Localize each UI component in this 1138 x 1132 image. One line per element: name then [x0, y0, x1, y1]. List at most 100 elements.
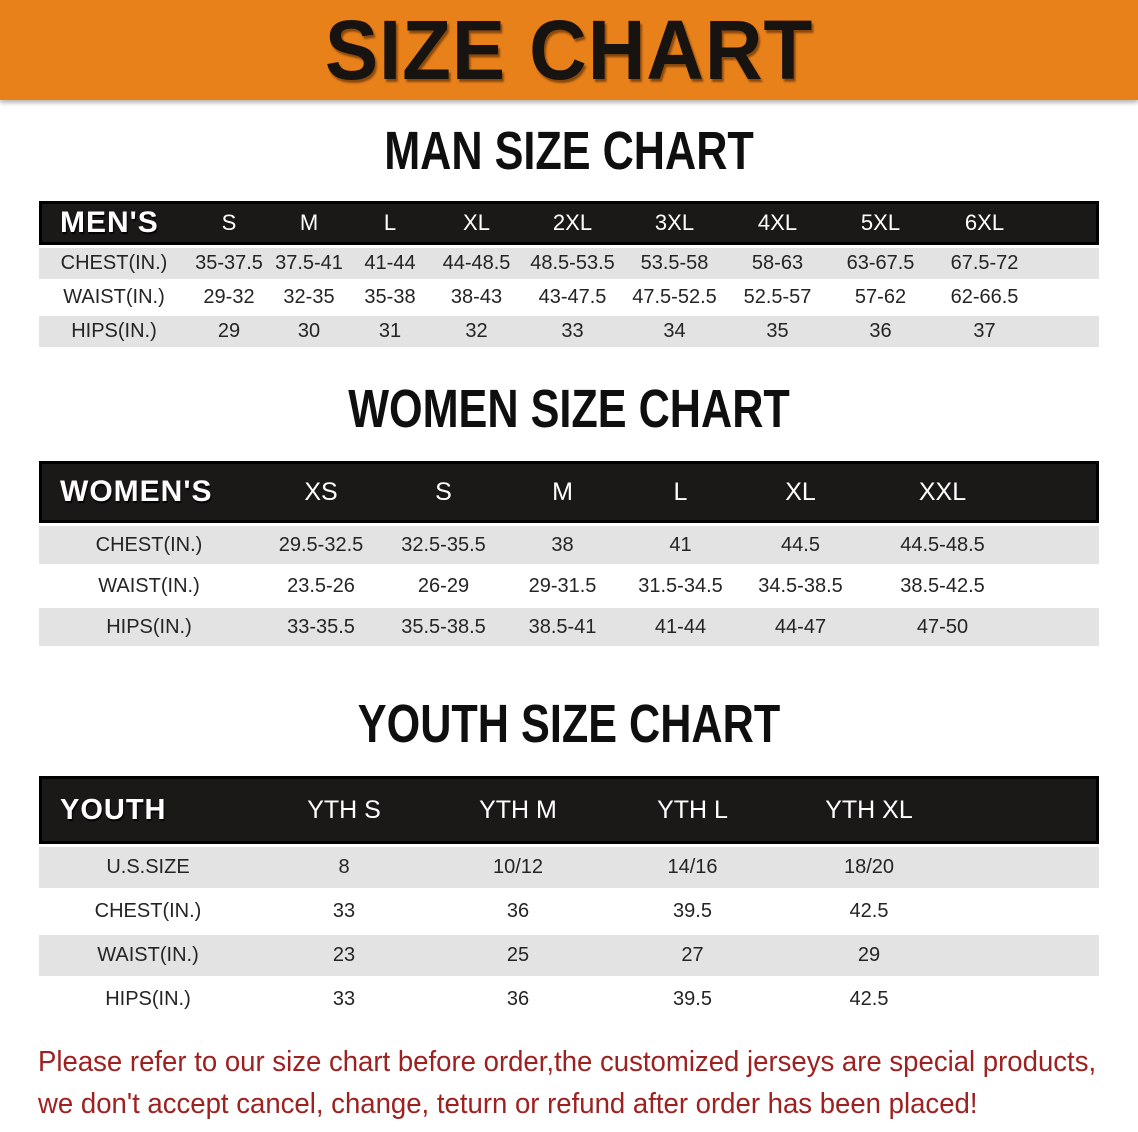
cell: 44.5-48.5	[861, 526, 1024, 564]
cell: 36	[431, 891, 605, 932]
row-spacer	[958, 935, 1099, 976]
row-spacer	[1024, 526, 1099, 564]
row-label: CHEST(IN.)	[39, 891, 257, 932]
column-header: S	[383, 461, 504, 523]
column-header: 5XL	[829, 201, 932, 245]
header-spacer	[1037, 201, 1099, 245]
column-header: XL	[431, 201, 522, 245]
youth-size-chart-title: YOUTH SIZE CHART	[357, 694, 781, 754]
cell: 18/20	[780, 847, 958, 888]
banner-title: SIZE CHART	[324, 3, 814, 97]
table-row: CHEST(IN.) 33 36 39.5 42.5	[39, 891, 1099, 932]
footnote-line-1: Please refer to our size chart before or…	[38, 1046, 1097, 1078]
cell: 14/16	[605, 847, 780, 888]
cell: 35-37.5	[189, 248, 269, 279]
row-label: WAIST(IN.)	[39, 935, 257, 976]
cell: 47-50	[861, 608, 1024, 646]
cell: 27	[605, 935, 780, 976]
man-size-chart-title: MAN SIZE CHART	[384, 121, 754, 181]
row-label: HIPS(IN.)	[39, 979, 257, 1020]
row-label: WAIST(IN.)	[39, 567, 259, 605]
table-row: HIPS(IN.) 33-35.5 35.5-38.5 38.5-41 41-44 44-…	[39, 608, 1099, 646]
cell: 42.5	[780, 979, 958, 1020]
cell: 37	[932, 316, 1037, 347]
cell: 34.5-38.5	[740, 567, 861, 605]
header-spacer	[958, 776, 1099, 844]
table-row: WAIST(IN.) 29-32 32-35 35-38 38-43 43-47.5 47.…	[39, 282, 1099, 313]
cell: 32	[431, 316, 522, 347]
column-header: M	[504, 461, 621, 523]
column-header: YTH L	[605, 776, 780, 844]
cell: 38.5-42.5	[861, 567, 1024, 605]
cell: 23	[257, 935, 431, 976]
row-spacer	[1024, 567, 1099, 605]
cell: 34	[623, 316, 726, 347]
column-header: YTH M	[431, 776, 605, 844]
cell: 29.5-32.5	[259, 526, 383, 564]
cell: 31.5-34.5	[621, 567, 740, 605]
cell: 62-66.5	[932, 282, 1037, 313]
table-header-label: YOUTH	[39, 776, 257, 844]
row-label: CHEST(IN.)	[39, 248, 189, 279]
cell: 41	[621, 526, 740, 564]
cell: 29	[189, 316, 269, 347]
table-row: WAIST(IN.) 23 25 27 29	[39, 935, 1099, 976]
row-spacer	[958, 979, 1099, 1020]
row-label: HIPS(IN.)	[39, 608, 259, 646]
table-header-row: WOMEN'S XS S M L XL XXL	[39, 461, 1099, 523]
cell: 44.5	[740, 526, 861, 564]
header-spacer	[1024, 461, 1099, 523]
cell: 58-63	[726, 248, 829, 279]
table-row: HIPS(IN.) 29 30 31 32 33 34 35 36 37	[39, 316, 1099, 347]
table-row: U.S.SIZE 8 10/12 14/16 18/20	[39, 847, 1099, 888]
cell: 38-43	[431, 282, 522, 313]
row-label: HIPS(IN.)	[39, 316, 189, 347]
table-row: CHEST(IN.) 35-37.5 37.5-41 41-44 44-48.5 48.5…	[39, 248, 1099, 279]
cell: 29	[780, 935, 958, 976]
column-header: XL	[740, 461, 861, 523]
column-header: 6XL	[932, 201, 1037, 245]
cell: 44-47	[740, 608, 861, 646]
column-header: 3XL	[623, 201, 726, 245]
cell: 43-47.5	[522, 282, 623, 313]
cell: 37.5-41	[269, 248, 349, 279]
cell: 42.5	[780, 891, 958, 932]
cell: 10/12	[431, 847, 605, 888]
row-spacer	[1024, 608, 1099, 646]
cell: 36	[431, 979, 605, 1020]
cell: 32.5-35.5	[383, 526, 504, 564]
cell: 33-35.5	[259, 608, 383, 646]
row-spacer	[1037, 282, 1099, 313]
cell: 25	[431, 935, 605, 976]
table-row: HIPS(IN.) 33 36 39.5 42.5	[39, 979, 1099, 1020]
row-spacer	[1037, 248, 1099, 279]
column-header: XS	[259, 461, 383, 523]
cell: 63-67.5	[829, 248, 932, 279]
table-header-row: MEN'S S M L XL 2XL 3XL 4XL 5XL 6XL	[39, 201, 1099, 245]
women-size-chart-title: WOMEN SIZE CHART	[348, 379, 790, 439]
row-spacer	[1037, 316, 1099, 347]
cell: 23.5-26	[259, 567, 383, 605]
cell: 35.5-38.5	[383, 608, 504, 646]
cell: 41-44	[621, 608, 740, 646]
table-header-row: YOUTH YTH S YTH M YTH L YTH XL	[39, 776, 1099, 844]
cell: 47.5-52.5	[623, 282, 726, 313]
cell: 35	[726, 316, 829, 347]
cell: 39.5	[605, 891, 780, 932]
cell: 26-29	[383, 567, 504, 605]
cell: 39.5	[605, 979, 780, 1020]
column-header: YTH S	[257, 776, 431, 844]
cell: 33	[257, 891, 431, 932]
cell: 29-32	[189, 282, 269, 313]
cell: 29-31.5	[504, 567, 621, 605]
cell: 33	[522, 316, 623, 347]
cell: 41-44	[349, 248, 431, 279]
cell: 53.5-58	[623, 248, 726, 279]
cell: 57-62	[829, 282, 932, 313]
mens-size-table: MEN'S S M L XL 2XL 3XL 4XL 5XL 6XL CHEST(IN.) 35-37…	[39, 198, 1099, 350]
table-row: CHEST(IN.) 29.5-32.5 32.5-35.5 38 41 44.5 44.5…	[39, 526, 1099, 564]
table-row: WAIST(IN.) 23.5-26 26-29 29-31.5 31.5-34.5 34…	[39, 567, 1099, 605]
column-header: 4XL	[726, 201, 829, 245]
column-header: L	[349, 201, 431, 245]
row-label: U.S.SIZE	[39, 847, 257, 888]
